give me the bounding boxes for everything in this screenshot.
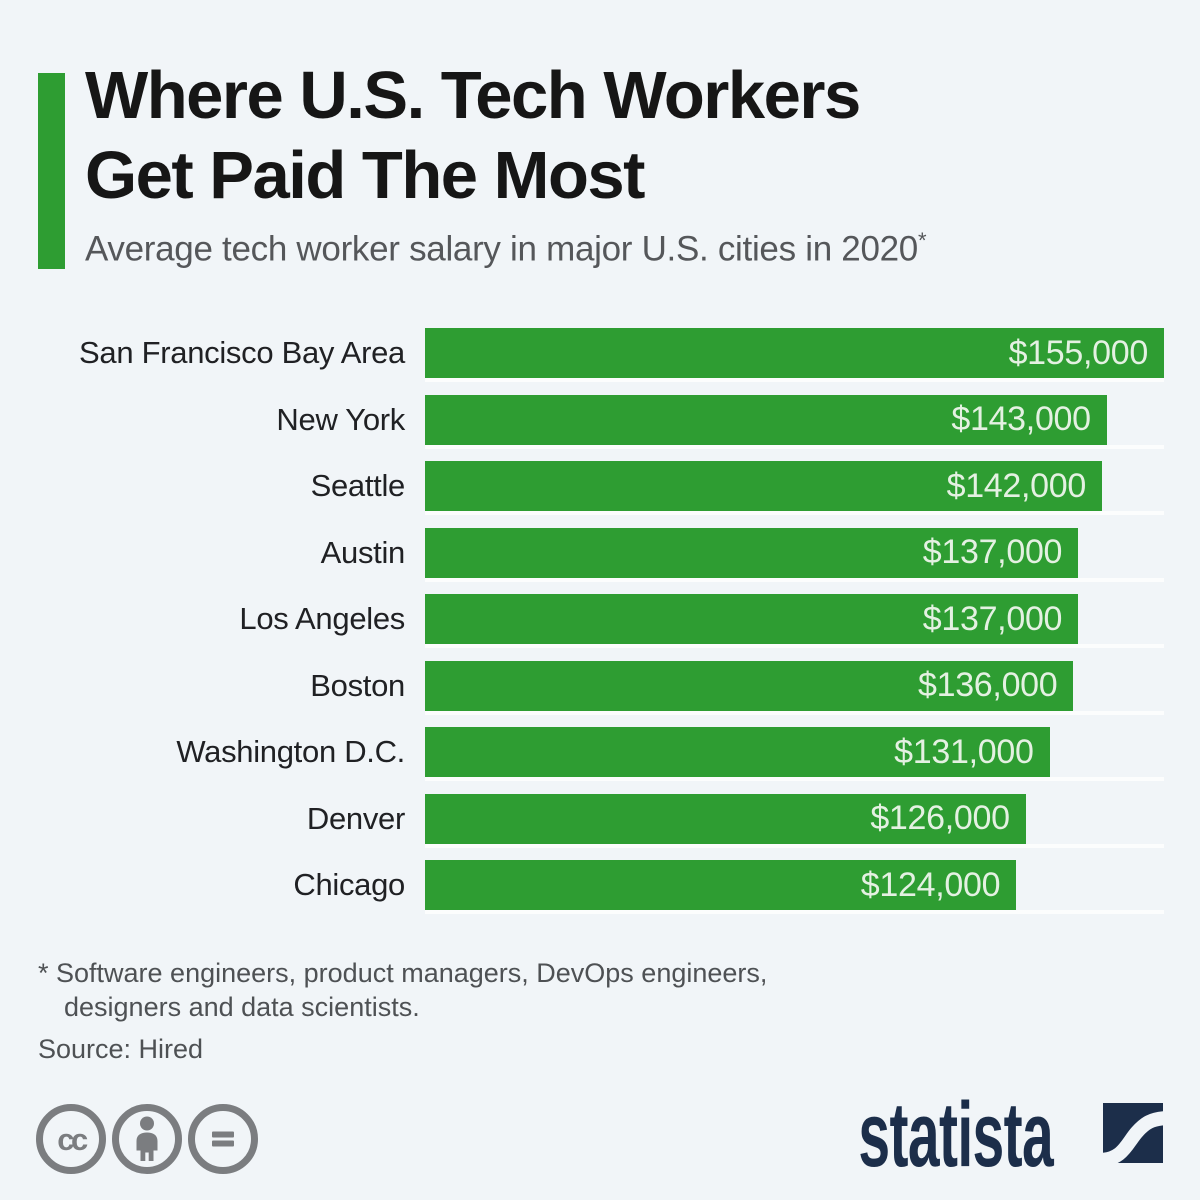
title-accent-bar	[38, 73, 65, 269]
bar-track: $155,000	[425, 328, 1164, 379]
cc-icon-glyph: cc	[36, 1104, 106, 1174]
value-label: $143,000	[951, 400, 1091, 439]
bar-row: Austin $137,000	[0, 520, 1200, 587]
category-label: San Francisco Bay Area	[79, 335, 405, 371]
footnote-marker: *	[917, 228, 927, 253]
bar-row: New York $143,000	[0, 387, 1200, 454]
value-label: $131,000	[894, 732, 1034, 771]
bar: $131,000	[425, 727, 1050, 778]
value-label: $137,000	[922, 533, 1063, 572]
chart-subtitle: Average tech worker salary in major U.S.…	[85, 228, 927, 269]
value-label: $136,000	[917, 666, 1058, 705]
no-derivatives-icon[interactable]	[188, 1104, 258, 1174]
value-label: $155,000	[1008, 333, 1149, 372]
bar-track: $126,000	[425, 793, 1164, 844]
bar: $142,000	[425, 461, 1103, 512]
bar: $137,000	[425, 594, 1079, 645]
svg-text:cc: cc	[57, 1122, 88, 1157]
statista-logo[interactable]: statista	[858, 1089, 1163, 1181]
category-label: Chicago	[293, 867, 405, 903]
title-line-1: Where U.S. Tech Workers	[85, 58, 861, 133]
bar-row: Los Angeles $137,000	[0, 586, 1200, 653]
bar: $136,000	[425, 660, 1074, 711]
bar: $137,000	[425, 527, 1079, 578]
category-label: Denver	[306, 800, 405, 836]
value-label: $137,000	[922, 599, 1063, 638]
bar-row: Seattle $142,000	[0, 453, 1200, 520]
bar: $126,000	[425, 793, 1026, 844]
bar-track: $124,000	[425, 860, 1164, 911]
bar: $124,000	[425, 860, 1017, 911]
bar-row: Denver $126,000	[0, 786, 1200, 853]
category-label: Boston	[310, 667, 405, 703]
bar-track: $137,000	[425, 527, 1164, 578]
bar-track: $136,000	[425, 660, 1164, 711]
source-text: Source: Hired	[38, 1034, 204, 1064]
attribution-icon[interactable]	[112, 1104, 182, 1174]
bar-track: $137,000	[425, 594, 1164, 645]
bar-row: San Francisco Bay Area $155,000	[0, 320, 1200, 387]
statista-logo-mark	[1103, 1103, 1163, 1163]
bar-row: Boston $136,000	[0, 653, 1200, 720]
statista-wordmark: statista	[858, 1084, 1053, 1186]
category-label: Washington D.C.	[176, 734, 405, 770]
license-icons: cc	[36, 1104, 258, 1174]
value-label: $124,000	[860, 865, 1001, 904]
no-derivatives-icon-glyph	[188, 1104, 258, 1174]
attribution-icon-glyph	[112, 1104, 182, 1174]
page-title: Where U.S. Tech Workers Get Paid The Most	[85, 56, 861, 216]
bar: $155,000	[425, 328, 1164, 379]
bar: $143,000	[425, 394, 1107, 445]
category-label: Austin	[320, 534, 406, 570]
bar-track: $143,000	[425, 394, 1164, 445]
bar-track: $131,000	[425, 727, 1164, 778]
bar-track: $142,000	[425, 461, 1164, 512]
footnote-block: * Software engineers, product managers, …	[38, 956, 848, 1066]
footnote-text: * Software engineers, product managers, …	[38, 958, 768, 1022]
category-label: Los Angeles	[239, 601, 405, 637]
category-label: Seattle	[310, 468, 406, 504]
value-label: $126,000	[870, 799, 1010, 838]
bar-row: Chicago $124,000	[0, 852, 1200, 919]
category-label: New York	[276, 401, 405, 437]
value-label: $142,000	[946, 466, 1087, 505]
bar-chart: San Francisco Bay Area $155,000 New York…	[0, 320, 1200, 919]
cc-icon[interactable]: cc	[36, 1104, 106, 1174]
bar-row: Washington D.C. $131,000	[0, 719, 1200, 786]
title-line-2: Get Paid The Most	[85, 138, 645, 213]
